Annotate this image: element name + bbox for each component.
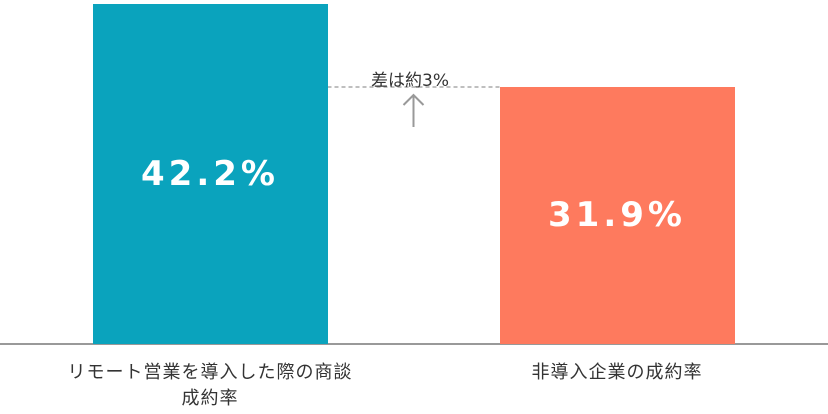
baseline bbox=[0, 343, 828, 345]
annotation: 差は約3% bbox=[371, 71, 449, 91]
x-tick-label: 非導入企業の成約率 bbox=[531, 362, 703, 383]
bar bbox=[499, 86, 735, 344]
value-label: 31.9% bbox=[548, 195, 686, 236]
value-label: 42.2% bbox=[141, 154, 279, 194]
bar bbox=[92, 4, 328, 344]
difference-arrow bbox=[402, 93, 425, 127]
x-tick-label: リモート営業を導入した際の商談成約率 bbox=[67, 362, 353, 409]
